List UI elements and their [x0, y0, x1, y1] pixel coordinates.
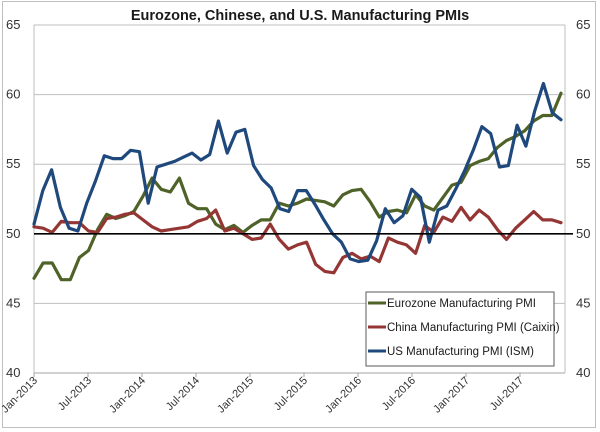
y-tick-label-right: 55 — [576, 156, 590, 171]
y-axis-right: 40 45 50 55 60 65 — [576, 17, 590, 380]
x-tick-label: Jul-2014 — [164, 375, 202, 413]
legend-label: China Manufacturing PMI (Caixin) — [387, 322, 560, 334]
legend-label: US Manufacturing PMI (ISM) — [387, 346, 534, 358]
y-tick-label-right: 45 — [576, 295, 590, 310]
x-tick-label: Jan-2013 — [0, 375, 40, 416]
x-tick-label: Jan-2017 — [431, 375, 472, 416]
x-tick-label: Jul-2016 — [380, 375, 418, 413]
x-tick-label: Jan-2015 — [215, 375, 256, 416]
y-tick-label-right: 60 — [576, 87, 590, 102]
x-tick-label: Jan-2014 — [107, 375, 148, 416]
x-tick-label: Jul-2013 — [56, 375, 94, 413]
x-tick-label: Jul-2017 — [488, 375, 526, 413]
x-tick-label: Jan-2016 — [323, 375, 364, 416]
y-tick-label: 40 — [6, 365, 20, 380]
chart-frame — [2, 1, 596, 428]
y-tick-label-right: 50 — [576, 226, 590, 241]
series-line-china — [32, 205, 563, 275]
y-tick-label: 65 — [6, 17, 20, 32]
y-tick-label: 60 — [6, 87, 20, 102]
chart-title: Eurozone, Chinese, and U.S. Manufacturin… — [131, 8, 469, 24]
y-tick-label-right: 40 — [576, 365, 590, 380]
legend-box — [365, 291, 555, 367]
series-line-us — [32, 81, 563, 264]
y-tick-label: 55 — [6, 156, 20, 171]
legend-label: Eurozone Manufacturing PMI — [387, 298, 536, 310]
series-line-eurozone — [32, 91, 563, 282]
x-tick-label: Jul-2015 — [272, 375, 310, 413]
y-tick-label-right: 65 — [576, 17, 590, 32]
series-lines — [32, 81, 573, 282]
legend: Eurozone Manufacturing PMI China Manufact… — [365, 291, 560, 367]
y-tick-label: 50 — [6, 226, 20, 241]
y-tick-label: 45 — [6, 295, 20, 310]
y-axis-left: 40 45 50 55 60 65 — [6, 17, 20, 380]
x-axis: Jan-2013 Jul-2013 Jan-2014 Jul-2014 Jan-2015… — [0, 372, 565, 416]
